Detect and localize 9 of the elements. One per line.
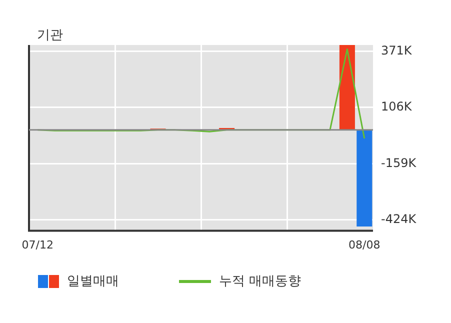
y-tick-label: 371K	[381, 43, 413, 58]
legend-label: 누적 매매동향	[219, 273, 302, 290]
y-tick-label: -424K	[381, 212, 418, 226]
x-tick-label: 08/08	[348, 238, 380, 252]
x-tick-label: 07/12	[22, 238, 54, 252]
legend-label: 일별매매	[67, 273, 119, 290]
chart-title: 기관	[37, 27, 63, 44]
y-tick-label: 106K	[381, 100, 413, 114]
y-tick-label: -159K	[381, 156, 418, 170]
